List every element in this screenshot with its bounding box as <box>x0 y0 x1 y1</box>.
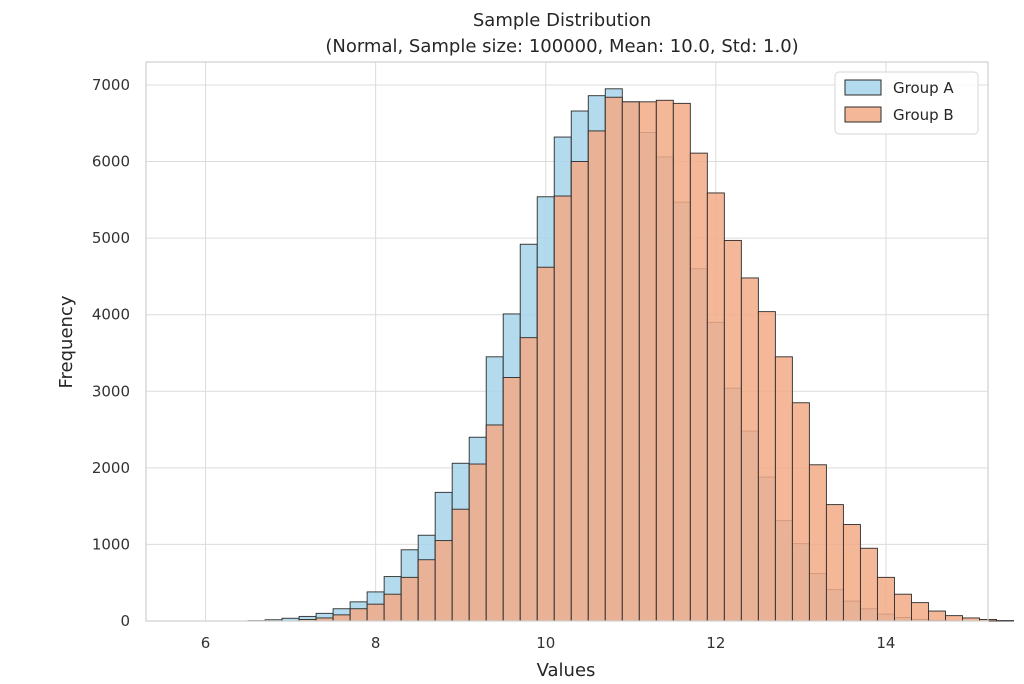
chart-subtitle: (Normal, Sample size: 100000, Mean: 10.0… <box>325 36 798 57</box>
group-b-bar <box>706 192 725 622</box>
group-b-bar <box>502 377 521 622</box>
group-b-bar <box>519 337 538 622</box>
group-b-bar <box>774 356 793 622</box>
x-tick-label: 6 <box>201 634 211 652</box>
y-tick-label: 6000 <box>92 153 130 171</box>
chart-title: Sample Distribution <box>473 10 651 31</box>
group-b-bar <box>604 96 623 622</box>
group-b-bar <box>587 130 606 622</box>
y-tick-label: 7000 <box>92 76 130 94</box>
group-b-bar <box>791 402 810 622</box>
group-b-bar <box>893 593 912 622</box>
group-b-bar <box>655 99 674 622</box>
legend-label-group-a: Group A <box>893 79 954 97</box>
tick-labels: 6 8 10 12 14 0 1000 2000 3000 4000 5000 6000 7000 <box>92 76 896 652</box>
group-b-bar <box>740 277 759 622</box>
y-tick-label: 5000 <box>92 229 130 247</box>
group-b-bar <box>434 540 453 622</box>
x-tick-label: 12 <box>706 634 725 652</box>
group-b-bar <box>553 195 572 622</box>
legend: Group A Group B <box>834 71 979 135</box>
group-b-bar <box>349 608 368 622</box>
legend-swatch-group-b <box>844 106 882 123</box>
y-axis-label: Frequency <box>56 295 77 388</box>
x-axis-label: Values <box>537 660 596 681</box>
group-b-bar <box>911 602 929 622</box>
group-b-bar <box>400 576 419 622</box>
group-b-bar <box>689 152 708 622</box>
group-b-bar <box>485 424 504 622</box>
group-b-bar <box>332 614 351 622</box>
group-b-bar <box>757 311 776 622</box>
group-b-bar <box>383 593 402 622</box>
group-b-bar <box>672 102 691 622</box>
y-tick-label: 3000 <box>92 382 130 400</box>
group-b-bar <box>723 239 742 622</box>
x-tick-label: 8 <box>371 634 381 652</box>
y-tick-label: 0 <box>120 612 130 630</box>
group-b-bar <box>570 161 589 622</box>
group-b-bar <box>842 524 861 622</box>
group-b-bar <box>451 508 470 622</box>
y-tick-label: 2000 <box>92 459 130 477</box>
group-b-bar <box>876 576 895 622</box>
group-b-bar <box>536 266 555 622</box>
legend-swatch-group-a <box>844 79 882 96</box>
group-b-bar <box>928 610 946 622</box>
group-b-bar <box>366 603 385 622</box>
group-b-bar <box>808 464 827 622</box>
group-b-bar <box>945 615 963 622</box>
plot-area <box>145 61 989 622</box>
group-b-bar <box>638 101 657 622</box>
legend-label-group-b: Group B <box>893 106 954 124</box>
x-tick-label: 14 <box>876 634 895 652</box>
group-b-bar <box>417 559 436 622</box>
y-tick-label: 1000 <box>92 535 130 553</box>
y-tick-label: 4000 <box>92 306 130 324</box>
group-b-bar <box>859 547 878 622</box>
series-group-b-bars <box>298 96 1014 622</box>
x-tick-label: 10 <box>536 634 555 652</box>
group-b-bar <box>825 504 844 622</box>
group-b-bar <box>468 463 487 622</box>
group-b-bar <box>621 101 640 622</box>
